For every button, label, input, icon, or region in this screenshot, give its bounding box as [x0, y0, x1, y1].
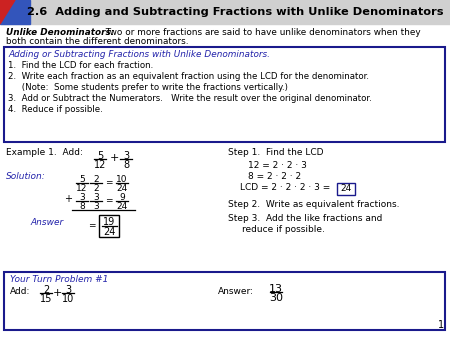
Text: 10: 10 [62, 294, 74, 304]
Polygon shape [0, 0, 15, 24]
Text: 9: 9 [119, 193, 125, 202]
Text: 24: 24 [340, 184, 351, 193]
Text: 24: 24 [103, 227, 115, 237]
Text: Step 1.  Find the LCD: Step 1. Find the LCD [228, 148, 324, 157]
Text: Example 1.  Add:: Example 1. Add: [6, 148, 83, 157]
Text: Adding or Subtracting Fractions with Unlike Denominators.: Adding or Subtracting Fractions with Unl… [8, 50, 270, 59]
Text: 3: 3 [93, 193, 99, 202]
Text: Step 3.  Add the like fractions and: Step 3. Add the like fractions and [228, 214, 382, 223]
Text: +: + [52, 288, 62, 298]
Text: Unlike Denominators:: Unlike Denominators: [6, 28, 114, 37]
Text: Your Turn Problem #1: Your Turn Problem #1 [10, 275, 108, 284]
Text: 13: 13 [269, 284, 283, 294]
Text: reduce if possible.: reduce if possible. [242, 225, 325, 234]
Bar [4, 47, 445, 142]
Text: 5: 5 [79, 175, 85, 184]
Text: 3: 3 [79, 193, 85, 202]
Text: 2: 2 [93, 184, 99, 193]
Text: =: = [105, 196, 113, 206]
Text: 15: 15 [40, 294, 52, 304]
Text: 1: 1 [438, 320, 444, 330]
Text: 12: 12 [76, 184, 88, 193]
Text: Solution:: Solution: [6, 172, 46, 181]
Text: (Note:  Some students prefer to write the fractions vertically.): (Note: Some students prefer to write the… [8, 83, 288, 92]
Text: 8: 8 [79, 202, 85, 211]
Text: =: = [88, 221, 96, 231]
Text: +: + [64, 194, 72, 204]
Text: 2.6  Adding and Subtracting Fractions with Unlike Denominators: 2.6 Adding and Subtracting Fractions wit… [27, 7, 443, 17]
Text: 2.  Write each fraction as an equivalent fraction using the LCD for the denomina: 2. Write each fraction as an equivalent … [8, 72, 369, 81]
Text: 8 = 2 · 2 · 2: 8 = 2 · 2 · 2 [248, 172, 301, 181]
Text: LCD = 2 · 2 · 2 · 3 =: LCD = 2 · 2 · 2 · 3 = [240, 183, 333, 192]
Text: Step 2.  Write as equivalent fractions.: Step 2. Write as equivalent fractions. [228, 200, 400, 209]
Text: 3: 3 [93, 202, 99, 211]
Text: 3: 3 [123, 151, 129, 161]
Text: 8: 8 [123, 160, 129, 170]
Text: 12 = 2 · 2 · 3: 12 = 2 · 2 · 3 [248, 161, 307, 170]
Text: Answer: Answer [30, 218, 63, 227]
Text: 1.  Find the LCD for each fraction.: 1. Find the LCD for each fraction. [8, 61, 153, 70]
Text: 30: 30 [269, 293, 283, 303]
Text: Answer:: Answer: [218, 287, 254, 296]
Text: both contain the different denominators.: both contain the different denominators. [6, 37, 189, 46]
Text: 3: 3 [65, 285, 71, 295]
Text: =: = [105, 178, 113, 188]
Text: 2: 2 [93, 175, 99, 184]
Text: Add:: Add: [10, 287, 31, 296]
Text: 4.  Reduce if possible.: 4. Reduce if possible. [8, 105, 103, 114]
Text: 12: 12 [94, 160, 106, 170]
Text: 24: 24 [117, 202, 128, 211]
Text: 2: 2 [43, 285, 49, 295]
Text: 24: 24 [117, 184, 128, 193]
Text: 5: 5 [97, 151, 103, 161]
Bar [0, 0, 30, 24]
Bar [337, 183, 355, 195]
Bar [4, 272, 445, 330]
Text: +: + [109, 153, 119, 163]
Text: 3.  Add or Subtract the Numerators.   Write the result over the original denomin: 3. Add or Subtract the Numerators. Write… [8, 94, 372, 103]
Text: 10: 10 [116, 175, 128, 184]
Text: 19: 19 [103, 217, 115, 227]
Text: Two or more fractions are said to have unlike denominators when they: Two or more fractions are said to have u… [100, 28, 421, 37]
Bar [99, 215, 119, 237]
Bar [0, 0, 450, 24]
